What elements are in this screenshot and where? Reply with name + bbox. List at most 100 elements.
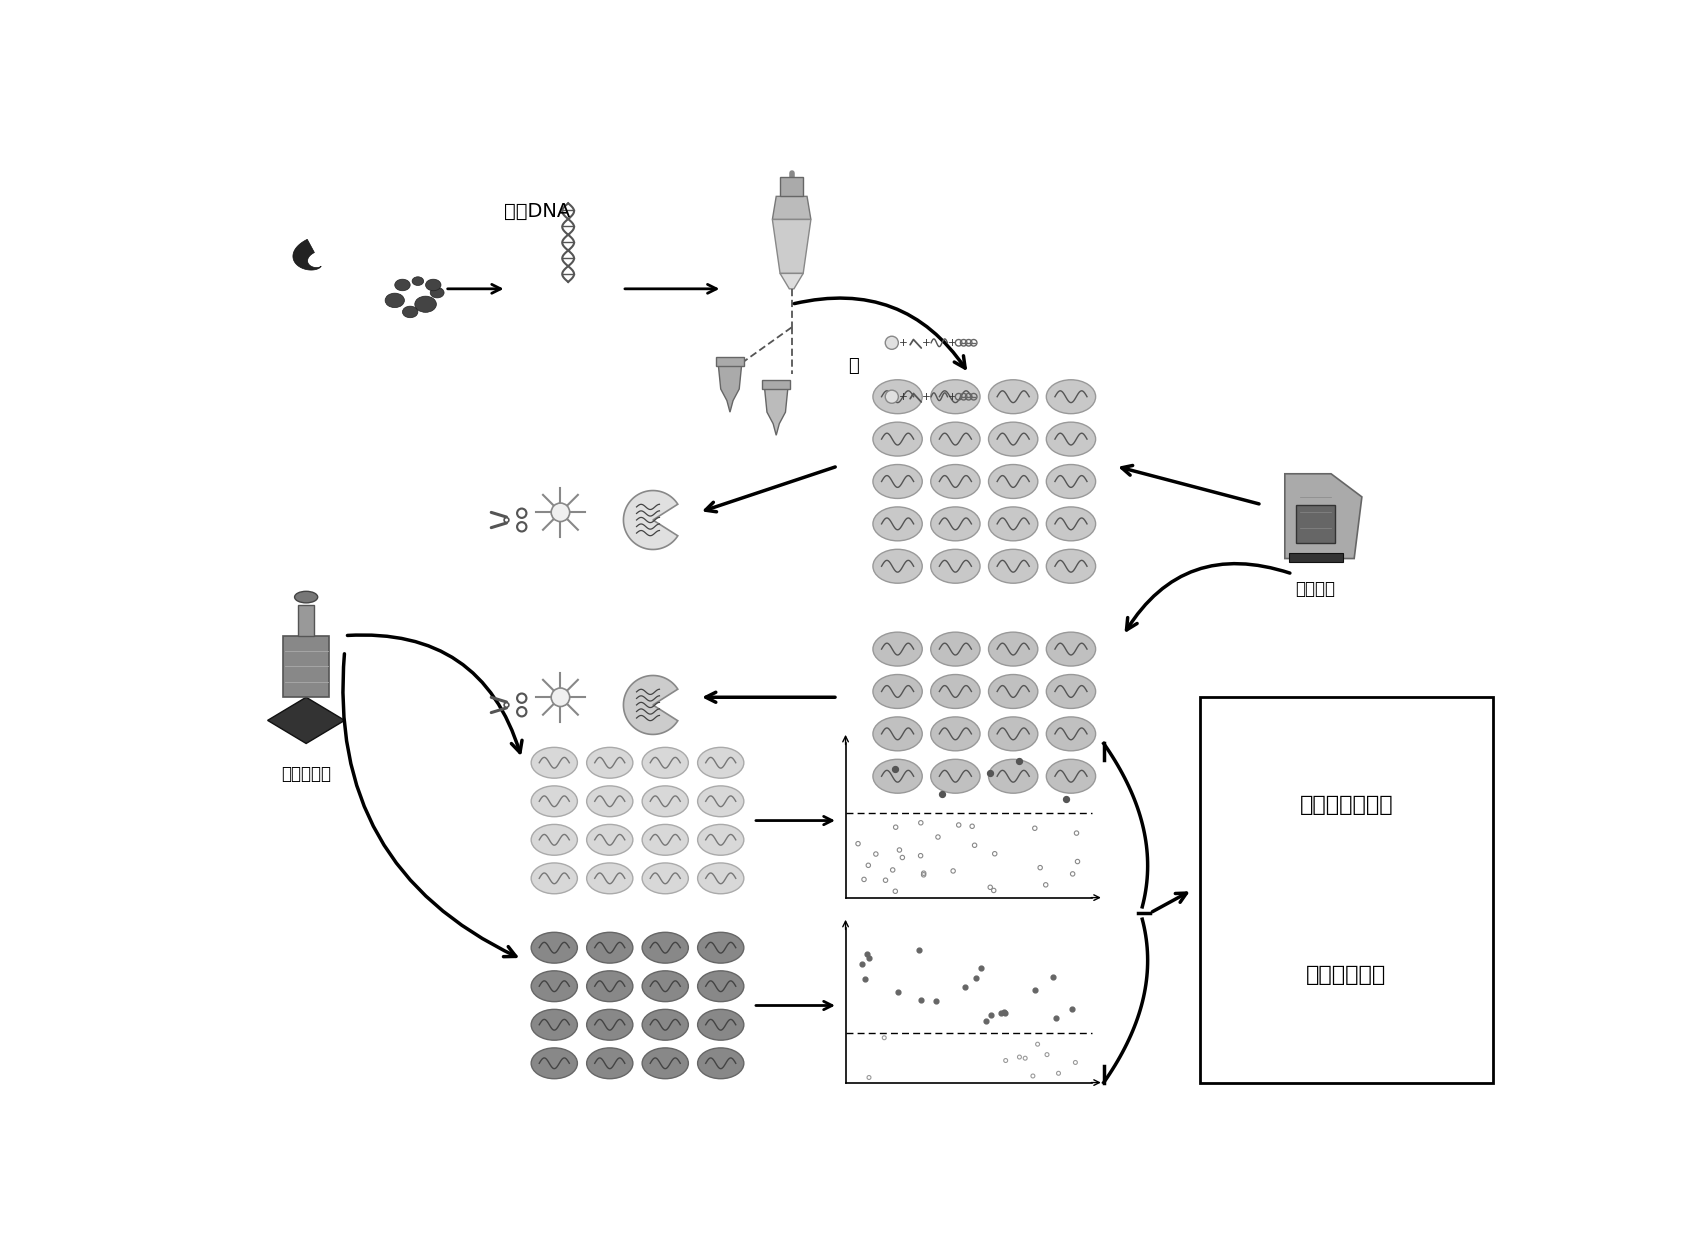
- Point: [910, 863, 937, 883]
- Polygon shape: [773, 219, 810, 274]
- Point: [854, 945, 881, 965]
- Point: [922, 991, 949, 1011]
- Ellipse shape: [531, 1048, 578, 1078]
- Point: [881, 758, 909, 778]
- Ellipse shape: [988, 422, 1037, 457]
- Point: [851, 869, 878, 889]
- Ellipse shape: [531, 786, 578, 817]
- Ellipse shape: [1046, 632, 1095, 666]
- Ellipse shape: [873, 380, 922, 414]
- Ellipse shape: [586, 786, 632, 817]
- Ellipse shape: [988, 717, 1037, 751]
- Text: 荧光显微镜: 荧光显微镜: [281, 766, 331, 783]
- Point: [1005, 752, 1032, 772]
- Point: [980, 881, 1007, 901]
- Bar: [846, 743, 1092, 898]
- Ellipse shape: [931, 464, 980, 498]
- Bar: [283, 636, 329, 697]
- Ellipse shape: [642, 747, 688, 778]
- Point: [888, 847, 915, 867]
- Ellipse shape: [873, 674, 922, 708]
- Ellipse shape: [531, 932, 578, 963]
- Point: [946, 814, 973, 834]
- Ellipse shape: [642, 1048, 688, 1078]
- Point: [871, 1028, 898, 1048]
- Circle shape: [503, 703, 508, 707]
- Ellipse shape: [531, 747, 578, 778]
- Point: [992, 1003, 1019, 1023]
- Bar: [715, 357, 744, 365]
- Polygon shape: [1285, 474, 1361, 558]
- Point: [961, 836, 988, 856]
- Ellipse shape: [295, 592, 317, 603]
- Ellipse shape: [412, 276, 424, 285]
- Text: +: +: [948, 338, 956, 348]
- Ellipse shape: [988, 464, 1037, 498]
- Point: [1042, 1008, 1070, 1028]
- Ellipse shape: [531, 971, 578, 1002]
- Ellipse shape: [698, 863, 744, 893]
- Ellipse shape: [931, 422, 980, 457]
- Ellipse shape: [873, 759, 922, 793]
- Point: [976, 877, 1003, 897]
- Ellipse shape: [531, 824, 578, 856]
- Point: [986, 1002, 1014, 1022]
- Ellipse shape: [988, 380, 1037, 414]
- Point: [881, 881, 909, 901]
- Ellipse shape: [431, 288, 444, 298]
- Ellipse shape: [1046, 464, 1095, 498]
- Ellipse shape: [642, 1010, 688, 1040]
- Point: [854, 856, 881, 876]
- Ellipse shape: [931, 549, 980, 583]
- Point: [886, 839, 914, 859]
- Ellipse shape: [988, 549, 1037, 583]
- Polygon shape: [293, 239, 320, 270]
- Polygon shape: [719, 365, 741, 412]
- Ellipse shape: [586, 1048, 632, 1078]
- Bar: [1200, 697, 1493, 1082]
- Ellipse shape: [425, 279, 441, 290]
- Text: 突变频率计算: 突变频率计算: [1307, 965, 1387, 985]
- Point: [881, 817, 909, 837]
- Point: [910, 864, 937, 884]
- Ellipse shape: [698, 786, 744, 817]
- Ellipse shape: [1046, 759, 1095, 793]
- Bar: [1288, 553, 1342, 563]
- Text: 拷贝数浓度计算: 拷贝数浓度计算: [1300, 796, 1393, 816]
- Point: [907, 846, 934, 866]
- Point: [907, 813, 934, 833]
- Bar: [780, 178, 803, 196]
- Ellipse shape: [698, 1010, 744, 1040]
- Ellipse shape: [642, 786, 688, 817]
- Point: [849, 955, 876, 975]
- Point: [1039, 967, 1066, 987]
- Text: 或: 或: [848, 357, 859, 375]
- Ellipse shape: [385, 293, 405, 308]
- Point: [978, 1006, 1005, 1026]
- Text: +: +: [948, 392, 956, 402]
- Ellipse shape: [586, 971, 632, 1002]
- Ellipse shape: [1046, 717, 1095, 751]
- Point: [844, 833, 871, 853]
- Point: [929, 784, 956, 804]
- Point: [1059, 864, 1086, 884]
- Text: +: +: [922, 392, 931, 402]
- Bar: [1297, 504, 1336, 543]
- Point: [990, 1002, 1017, 1022]
- Ellipse shape: [642, 824, 688, 856]
- Point: [1012, 1048, 1039, 1068]
- Ellipse shape: [988, 674, 1037, 708]
- Ellipse shape: [698, 1048, 744, 1078]
- Point: [981, 843, 1009, 863]
- Point: [1063, 823, 1090, 843]
- Point: [968, 958, 995, 978]
- Ellipse shape: [415, 296, 436, 313]
- Ellipse shape: [1046, 674, 1095, 708]
- Ellipse shape: [988, 632, 1037, 666]
- Point: [939, 861, 966, 881]
- Point: [973, 1011, 1000, 1031]
- Polygon shape: [780, 274, 803, 289]
- Polygon shape: [764, 389, 788, 435]
- Text: +: +: [922, 338, 931, 348]
- Ellipse shape: [642, 971, 688, 1002]
